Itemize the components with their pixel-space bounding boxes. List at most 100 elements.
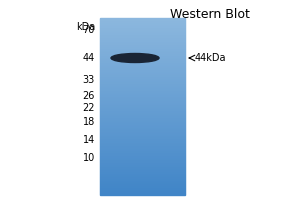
Bar: [100, 91, 185, 92]
Bar: [100, 84, 185, 85]
Bar: [100, 171, 185, 172]
Bar: [100, 135, 185, 136]
Bar: [100, 58, 185, 59]
Bar: [100, 177, 185, 178]
Bar: [100, 164, 185, 165]
Bar: [100, 52, 185, 53]
Bar: [100, 24, 185, 25]
Bar: [100, 101, 185, 102]
Bar: [100, 189, 185, 190]
Bar: [100, 70, 185, 71]
Bar: [100, 132, 185, 133]
Bar: [100, 168, 185, 169]
Text: 44: 44: [83, 53, 95, 63]
Bar: [100, 38, 185, 39]
Bar: [100, 194, 185, 195]
Bar: [100, 115, 185, 116]
Bar: [100, 86, 185, 87]
Bar: [100, 163, 185, 164]
Bar: [100, 151, 185, 152]
Bar: [100, 185, 185, 186]
Bar: [100, 74, 185, 75]
Bar: [100, 33, 185, 34]
Text: kDa: kDa: [76, 22, 95, 32]
Bar: [100, 181, 185, 182]
Bar: [100, 46, 185, 47]
Bar: [100, 82, 185, 83]
Bar: [100, 161, 185, 162]
Bar: [100, 183, 185, 184]
Bar: [100, 88, 185, 89]
Bar: [100, 186, 185, 187]
Text: 18: 18: [83, 117, 95, 127]
Bar: [100, 154, 185, 155]
Bar: [100, 43, 185, 44]
Bar: [100, 122, 185, 123]
Bar: [100, 126, 185, 127]
Bar: [100, 147, 185, 148]
Bar: [100, 139, 185, 140]
Bar: [100, 59, 185, 60]
Bar: [100, 173, 185, 174]
Bar: [100, 21, 185, 22]
Bar: [100, 45, 185, 46]
Bar: [100, 39, 185, 40]
Bar: [100, 102, 185, 103]
Bar: [100, 156, 185, 157]
Bar: [100, 192, 185, 193]
Bar: [100, 111, 185, 112]
Bar: [100, 48, 185, 49]
Bar: [100, 167, 185, 168]
Bar: [100, 129, 185, 130]
Bar: [100, 76, 185, 77]
Bar: [100, 144, 185, 145]
Bar: [100, 158, 185, 159]
Bar: [100, 47, 185, 48]
Bar: [100, 90, 185, 91]
Bar: [100, 138, 185, 139]
Bar: [100, 148, 185, 149]
Bar: [100, 142, 185, 143]
Bar: [100, 44, 185, 45]
Bar: [100, 22, 185, 23]
Bar: [100, 71, 185, 72]
Bar: [100, 66, 185, 67]
Bar: [100, 128, 185, 129]
Bar: [100, 133, 185, 134]
Bar: [100, 162, 185, 163]
Bar: [100, 94, 185, 95]
Bar: [100, 40, 185, 41]
Text: 22: 22: [82, 103, 95, 113]
Bar: [100, 26, 185, 27]
Bar: [100, 25, 185, 26]
Bar: [100, 81, 185, 82]
Bar: [100, 118, 185, 119]
Bar: [100, 131, 185, 132]
Bar: [100, 136, 185, 137]
Bar: [100, 134, 185, 135]
Bar: [100, 92, 185, 93]
Bar: [100, 141, 185, 142]
Bar: [100, 19, 185, 20]
Bar: [100, 117, 185, 118]
Bar: [100, 114, 185, 115]
Bar: [100, 145, 185, 146]
Bar: [100, 180, 185, 181]
Bar: [100, 61, 185, 62]
Bar: [100, 68, 185, 69]
Bar: [100, 65, 185, 66]
Bar: [100, 41, 185, 42]
Bar: [100, 54, 185, 55]
Bar: [100, 37, 185, 38]
Bar: [100, 155, 185, 156]
Bar: [100, 104, 185, 105]
Bar: [100, 95, 185, 96]
Bar: [100, 55, 185, 56]
Bar: [100, 170, 185, 171]
Bar: [100, 119, 185, 120]
Text: 70: 70: [82, 25, 95, 35]
Bar: [100, 176, 185, 177]
Bar: [100, 97, 185, 98]
Bar: [100, 113, 185, 114]
Bar: [100, 60, 185, 61]
